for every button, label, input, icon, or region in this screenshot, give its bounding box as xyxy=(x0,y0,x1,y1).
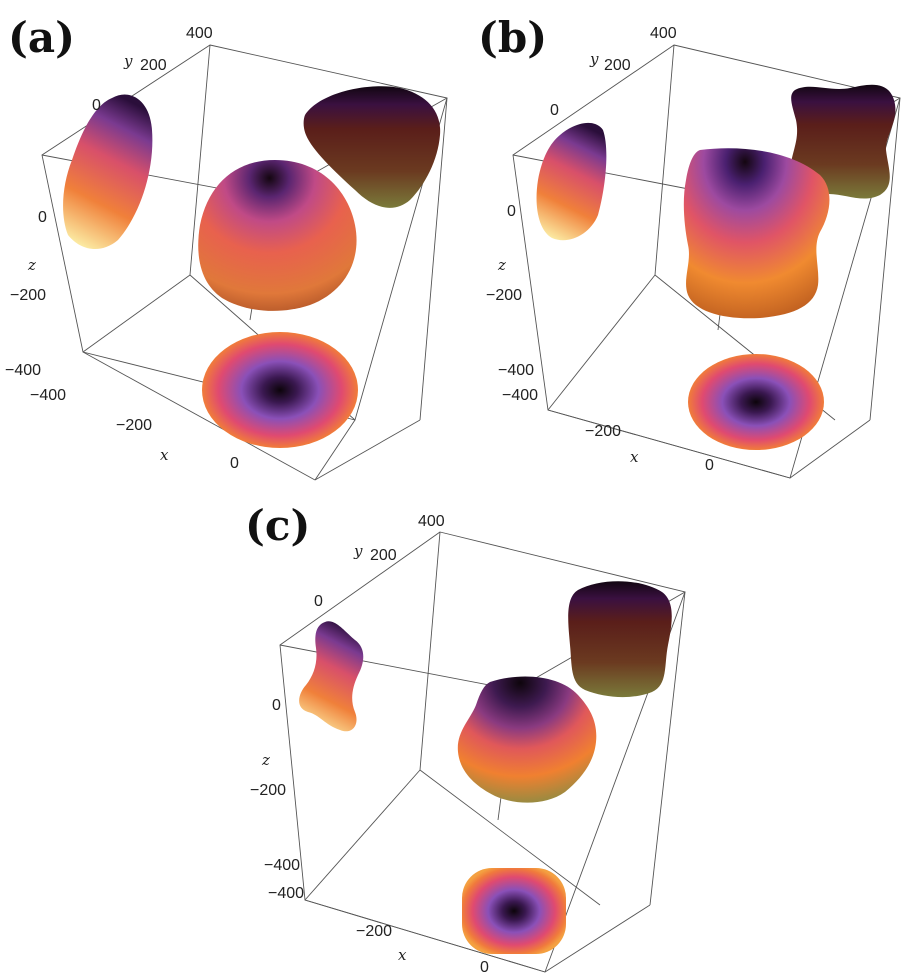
y-tick-0: 0 xyxy=(92,97,101,114)
x-axis-label: x xyxy=(160,446,169,464)
panel-letter: (c) xyxy=(245,501,310,550)
x-tick-0: 0 xyxy=(480,959,489,976)
x-tick-minus400: −400 xyxy=(30,387,66,404)
y-tick-400: 400 xyxy=(186,25,213,42)
bounding-box xyxy=(279,531,686,973)
central-body xyxy=(457,676,597,803)
x-axis-label: x xyxy=(630,448,639,466)
panel-letter: (a) xyxy=(8,13,75,62)
z-axis-label: z xyxy=(27,256,36,274)
y-tick-400: 400 xyxy=(650,25,677,42)
z-tick-minus400: −400 xyxy=(264,857,300,874)
z-tick-minus400: −400 xyxy=(5,362,41,379)
x-tick-0: 0 xyxy=(705,457,714,474)
y-tick-200: 200 xyxy=(604,57,631,74)
y-tick-0: 0 xyxy=(550,102,559,119)
panel-a: (a) 400 200 y 0 0 z −200 −400 −400 −200 … xyxy=(5,13,448,481)
y-tick-200: 200 xyxy=(370,547,397,564)
z-tick-0: 0 xyxy=(507,203,516,220)
panel-c: (c) 400 200 y 0 0 z −200 −400 −400 −200 … xyxy=(245,501,686,976)
z-tick-minus400: −400 xyxy=(498,362,534,379)
back-projection xyxy=(789,84,896,199)
bottom-projection xyxy=(688,354,824,450)
x-tick-minus200: −200 xyxy=(116,417,152,434)
y-axis-label: y xyxy=(353,542,363,560)
y-tick-0: 0 xyxy=(314,593,323,610)
z-tick-0: 0 xyxy=(272,697,281,714)
x-tick-minus400: −400 xyxy=(502,387,538,404)
x-tick-minus400: −400 xyxy=(268,885,304,902)
z-axis-label: z xyxy=(261,751,270,769)
bottom-projection xyxy=(202,332,358,448)
back-projection xyxy=(303,86,441,208)
x-tick-minus200: −200 xyxy=(585,423,621,440)
back-projection xyxy=(568,581,672,698)
z-tick-minus200: −200 xyxy=(10,287,46,304)
left-projection xyxy=(63,94,153,250)
x-tick-minus200: −200 xyxy=(356,923,392,940)
z-axis-label: z xyxy=(497,256,506,274)
central-body xyxy=(683,148,830,319)
y-axis-label: y xyxy=(589,50,599,68)
y-tick-200: 200 xyxy=(140,57,167,74)
x-axis-label: x xyxy=(398,946,407,964)
y-axis-label: y xyxy=(123,52,133,70)
left-projection xyxy=(299,621,364,732)
z-tick-0: 0 xyxy=(38,209,47,226)
y-tick-400: 400 xyxy=(418,513,445,530)
z-tick-minus200: −200 xyxy=(250,782,286,799)
central-body xyxy=(198,160,357,311)
panel-letter: (b) xyxy=(478,13,547,62)
bottom-projection xyxy=(462,868,566,954)
x-tick-0: 0 xyxy=(230,455,239,472)
panel-b: (b) 400 200 y 0 0 z −200 −400 −400 −200 … xyxy=(478,13,901,479)
left-projection xyxy=(536,122,607,241)
z-tick-minus200: −200 xyxy=(486,287,522,304)
